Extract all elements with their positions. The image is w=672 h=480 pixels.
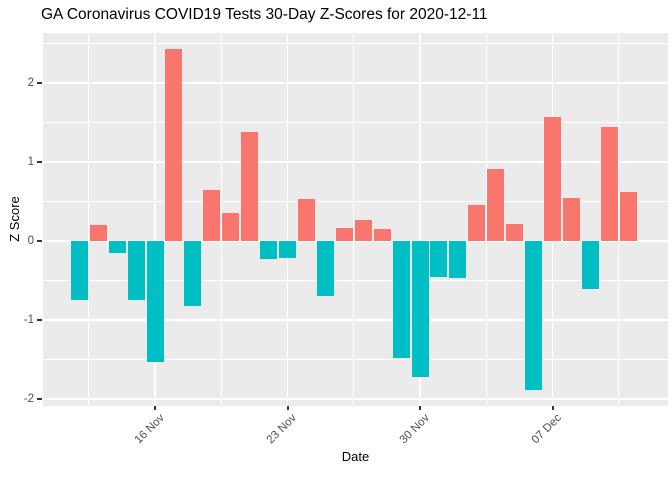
gridline-minor-v	[88, 33, 90, 406]
y-tick-mark	[37, 398, 42, 400]
bar	[316, 241, 334, 296]
x-tick-label: 30 Nov	[397, 412, 432, 447]
bar	[297, 199, 315, 241]
y-tick-mark	[37, 319, 42, 321]
plot-panel	[43, 33, 668, 406]
bar	[222, 213, 240, 241]
bar	[373, 229, 391, 241]
gridline-major-h	[43, 398, 668, 400]
gridline-major-h	[43, 82, 668, 84]
y-tick-mark	[37, 161, 42, 163]
bar	[619, 192, 637, 241]
gridline-minor-v	[353, 33, 355, 406]
gridline-minor-h	[43, 359, 668, 360]
bar	[70, 241, 88, 301]
bar	[487, 169, 505, 241]
gridline-minor-v	[485, 33, 487, 406]
bar	[203, 190, 221, 241]
bar	[89, 225, 107, 241]
gridline-major-v	[154, 33, 156, 406]
bar	[392, 241, 410, 358]
y-tick-mark	[37, 82, 42, 84]
chart-title: GA Coronavirus COVID19 Tests 30-Day Z-Sc…	[41, 6, 488, 23]
x-tick-mark	[551, 406, 554, 410]
bar	[544, 116, 562, 241]
x-axis-title: Date	[341, 449, 370, 464]
bar	[165, 49, 183, 241]
x-tick-label: 16 Nov	[132, 412, 167, 447]
bar	[279, 241, 297, 259]
bar	[562, 198, 580, 241]
gridline-minor-h	[43, 201, 668, 202]
y-tick-label: 2	[27, 77, 34, 89]
gridline-minor-h	[43, 122, 668, 123]
gridline-minor-h	[43, 43, 668, 44]
bar	[241, 131, 259, 241]
bar	[411, 241, 429, 377]
gridline-major-v	[286, 33, 289, 406]
x-tick-mark	[419, 406, 422, 410]
bar	[260, 241, 278, 260]
bar	[525, 241, 543, 390]
gridline-minor-h	[43, 280, 668, 281]
x-tick-mark	[154, 406, 157, 410]
x-tick-label: 23 Nov	[264, 412, 300, 447]
bar	[506, 223, 524, 241]
bar	[127, 241, 145, 301]
gridline-minor-v	[220, 33, 222, 406]
gridline-major-h	[43, 240, 668, 242]
bar	[468, 205, 486, 241]
gridline-major-v	[419, 33, 421, 406]
y-tick-mark	[37, 240, 42, 242]
bar	[354, 220, 372, 241]
y-tick-label: -2	[23, 393, 34, 405]
x-tick-label: 07 Dec	[529, 412, 565, 447]
y-tick-label: 0	[27, 235, 34, 247]
bar	[600, 127, 618, 241]
bar	[581, 241, 599, 290]
y-tick-label: 1	[27, 156, 34, 168]
bar	[146, 241, 164, 362]
x-tick-mark	[286, 406, 289, 410]
bar	[108, 241, 126, 253]
bar	[430, 241, 448, 278]
gridline-minor-v	[618, 33, 620, 406]
y-tick-label: -1	[23, 314, 34, 326]
gridline-major-h	[43, 319, 668, 321]
gridline-major-h	[43, 161, 668, 163]
bar	[449, 241, 467, 279]
bar	[184, 241, 202, 306]
y-axis-title: Z Score	[7, 196, 22, 242]
bar	[335, 228, 353, 241]
